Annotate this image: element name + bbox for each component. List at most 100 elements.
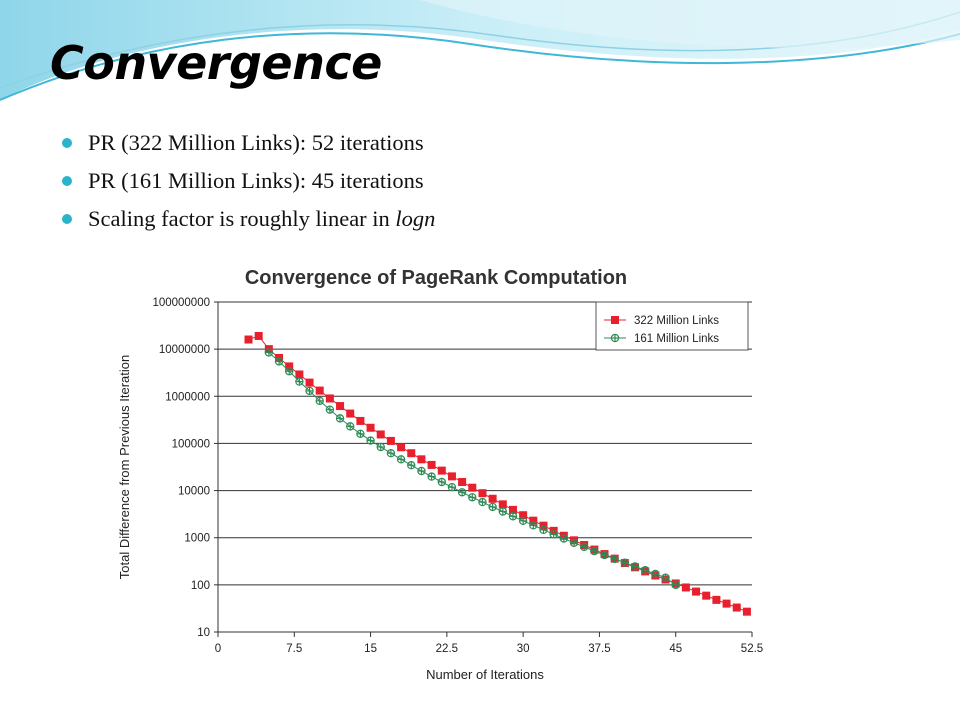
data-point — [508, 512, 518, 521]
data-point — [620, 558, 630, 567]
x-tick-labels: 0 7.5 15 22.5 30 37.5 45 52.5 — [215, 643, 763, 655]
data-point — [488, 494, 497, 503]
convergence-chart: Convergence of PageRank Computation 1000… — [117, 267, 763, 682]
data-point — [478, 497, 487, 507]
bullet-dot-icon — [62, 176, 72, 186]
data-point — [488, 502, 497, 512]
data-point — [366, 423, 375, 432]
y-tick-label: 1000000 — [165, 391, 210, 403]
data-point — [529, 521, 538, 530]
cross-marker-icon — [610, 333, 620, 343]
data-point — [458, 477, 467, 486]
data-point — [254, 332, 263, 341]
data-point — [519, 511, 528, 520]
x-tick-label: 45 — [669, 643, 682, 655]
data-point — [529, 516, 538, 525]
legend-item: 322 Million Links — [604, 315, 719, 327]
x-tick-label: 22.5 — [436, 643, 458, 655]
data-point — [336, 402, 345, 411]
data-point — [325, 405, 335, 414]
bullet-text: Scaling factor is roughly linear in — [88, 206, 396, 231]
data-point — [579, 542, 589, 552]
data-point — [468, 493, 477, 502]
bullet-list: PR (322 Million Links): 52 iterations PR… — [62, 124, 435, 238]
data-point — [315, 396, 324, 406]
data-series — [244, 332, 751, 616]
legend-label: 322 Million Links — [634, 315, 719, 327]
data-point — [681, 583, 690, 592]
data-point — [549, 530, 558, 539]
legend-box — [595, 301, 749, 351]
series-line — [268, 352, 677, 586]
data-point — [661, 573, 670, 582]
bullet-item: PR (161 Million Links): 45 iterations — [62, 162, 435, 200]
data-point — [325, 394, 334, 403]
axes — [214, 301, 753, 637]
series-2 — [264, 348, 680, 590]
data-point — [305, 378, 314, 387]
bullet-item: PR (322 Million Links): 52 iterations — [62, 124, 435, 162]
data-point — [407, 461, 416, 470]
data-point — [651, 569, 660, 579]
bullet-italic-term: logn — [395, 206, 436, 231]
data-point — [295, 370, 304, 379]
y-tick-label: 100000000 — [152, 297, 210, 309]
x-axis-label: Number of Iterations — [426, 667, 544, 682]
data-point — [742, 607, 751, 616]
data-point — [447, 482, 457, 492]
data-point — [478, 489, 487, 498]
data-point — [366, 436, 375, 445]
data-point — [346, 422, 355, 431]
data-point — [712, 595, 721, 604]
data-point — [437, 466, 446, 475]
data-point — [417, 455, 426, 464]
y-tick-label: 1000 — [184, 533, 210, 545]
data-point — [508, 505, 517, 514]
data-point — [386, 449, 396, 458]
y-tick-label: 100000 — [172, 438, 210, 450]
data-point — [264, 348, 274, 357]
data-point — [498, 507, 507, 516]
data-point — [397, 443, 406, 452]
data-point — [305, 386, 314, 396]
data-point — [356, 416, 365, 425]
data-point — [457, 488, 467, 497]
data-point — [285, 362, 294, 371]
data-point — [346, 409, 355, 418]
x-tick-label: 30 — [517, 643, 530, 655]
x-tick-label: 37.5 — [588, 643, 610, 655]
header-swoosh-decoration — [0, 0, 960, 101]
data-point — [417, 466, 426, 476]
data-point — [396, 455, 406, 464]
square-marker-icon — [611, 316, 619, 324]
bullet-dot-icon — [62, 214, 72, 224]
series-1 — [244, 332, 751, 616]
data-point — [518, 516, 528, 526]
data-point — [722, 599, 731, 608]
data-point — [244, 335, 253, 344]
data-point — [356, 429, 365, 439]
series-line — [248, 335, 748, 613]
bullet-text: PR (322 Million Links): 52 iterations — [88, 130, 424, 155]
y-tick-labels: 100000000 10000000 1000000 100000 10000 1000 1… — [152, 297, 210, 639]
data-point — [498, 500, 507, 509]
data-point — [427, 460, 436, 469]
y-tick-label: 100 — [191, 580, 210, 592]
bullet-item: Scaling factor is roughly linear in logn — [62, 200, 435, 238]
data-point — [641, 565, 650, 575]
data-point — [335, 414, 345, 423]
data-point — [559, 534, 569, 543]
data-point — [590, 546, 599, 556]
y-tick-label: 10000 — [178, 486, 210, 498]
y-tick-label: 10 — [197, 627, 210, 639]
slide-title: Convergence — [50, 36, 382, 90]
chart-title: Convergence of PageRank Computation — [245, 267, 627, 289]
bullet-dot-icon — [62, 138, 72, 148]
data-point — [284, 367, 294, 376]
data-point — [437, 477, 446, 487]
chart-container: Convergence of PageRank Computation 1000… — [96, 252, 772, 692]
data-point — [702, 591, 711, 600]
data-point — [539, 525, 548, 535]
x-tick-label: 7.5 — [286, 643, 302, 655]
data-point — [407, 449, 416, 458]
